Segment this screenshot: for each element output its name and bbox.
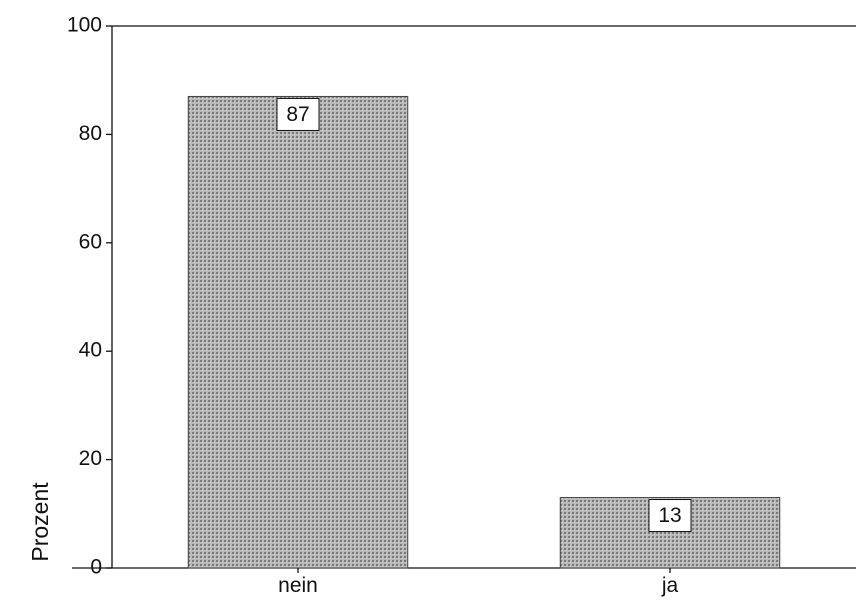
data-label: 87 [286, 103, 309, 126]
data-label-box [276, 97, 320, 131]
data-label: 13 [658, 504, 681, 527]
data-label-box [648, 499, 692, 533]
y-axis-title: Prozent [27, 482, 53, 562]
y-tick-label: 0 [90, 556, 102, 579]
x-tick-label: ja [661, 574, 679, 597]
x-axis-ticks: nein ja [278, 568, 678, 597]
bar-nein [187, 95, 409, 569]
y-axis-ticks: 0 20 40 60 80 100 [67, 14, 112, 579]
y-tick-label: 60 [79, 230, 102, 253]
y-tick-label: 40 [79, 339, 102, 362]
y-tick-label: 80 [79, 122, 102, 145]
bars: 87 13 [187, 95, 781, 569]
y-tick-label: 20 [79, 447, 102, 470]
x-tick-label: nein [278, 574, 318, 597]
y-tick-label: 100 [67, 14, 102, 37]
